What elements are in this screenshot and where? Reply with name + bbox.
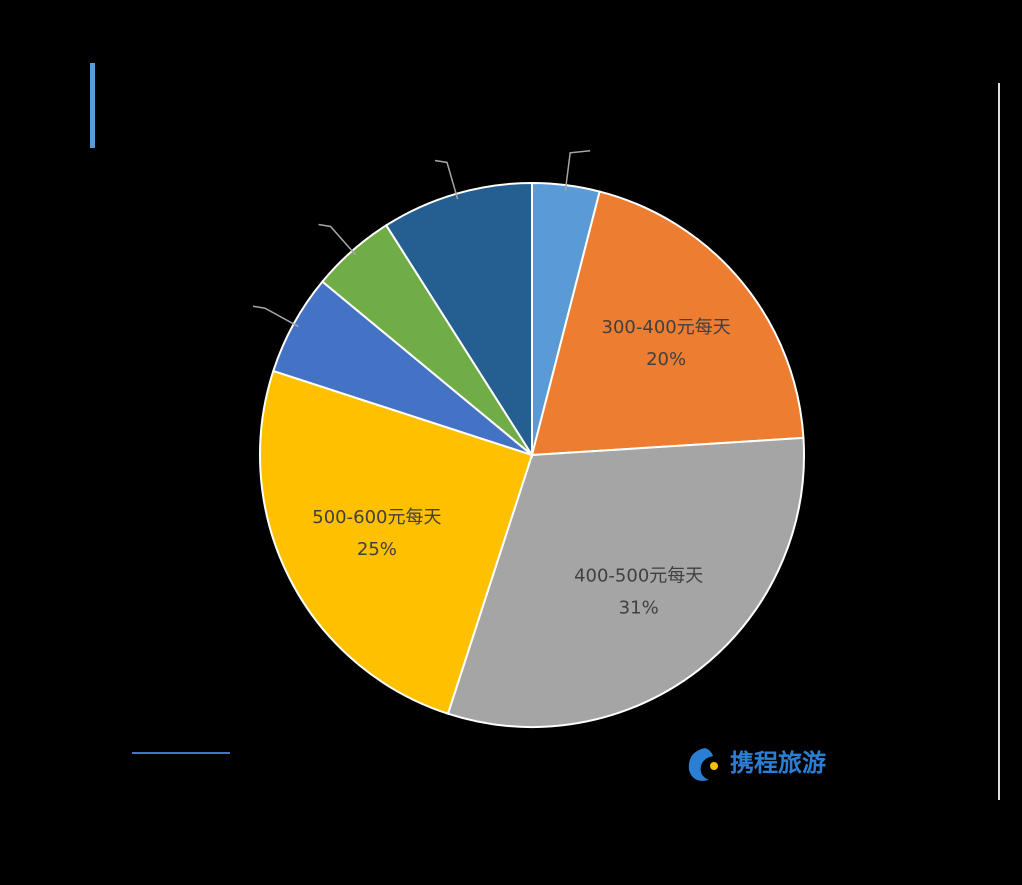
leader-line (318, 223, 357, 256)
pie-slice (446, 436, 805, 728)
slice-value-label: 20% (646, 349, 686, 370)
logo-icon (688, 748, 713, 781)
slice-value-label: 25% (357, 539, 397, 560)
slice-label: 500-600元每天 (312, 507, 441, 528)
leader-line (564, 150, 591, 191)
slice-label: 300-400元每天 (602, 317, 731, 338)
leader-line (252, 305, 299, 328)
title-accent (90, 63, 95, 148)
logo-dot (710, 762, 718, 770)
logo: 携程旅游 (688, 748, 826, 781)
pie-slice (259, 369, 534, 715)
pie-slice (530, 190, 805, 457)
logo-text: 携程旅游 (730, 749, 826, 777)
slice-value-label: 31% (619, 598, 659, 619)
pie: 300-400元每天 20% 400-500元每天 31% 500-600元每天 25% (252, 150, 805, 728)
leader-line (434, 159, 459, 200)
slice-label: 400-500元每天 (574, 566, 703, 587)
